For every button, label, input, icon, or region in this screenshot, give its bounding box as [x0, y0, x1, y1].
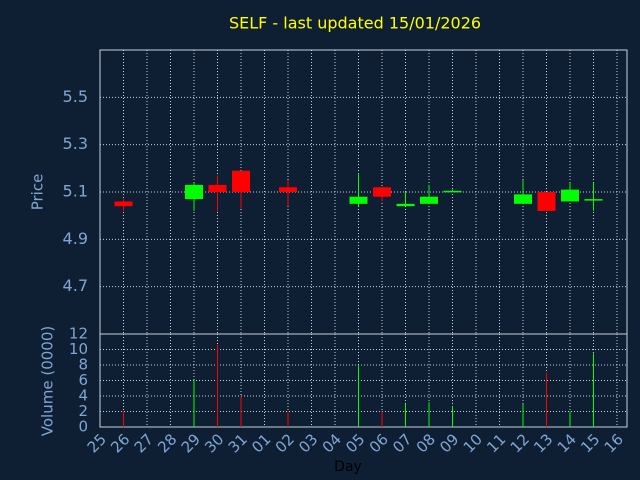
- x-tick-label: 29: [178, 430, 204, 456]
- candle-body: [396, 203, 415, 207]
- y-tick-label: 4: [78, 387, 88, 405]
- candle-body: [114, 201, 133, 207]
- x-axis-label: Day: [334, 459, 362, 475]
- x-tick-label: 08: [413, 430, 439, 456]
- y-tick-label: 4.9: [63, 229, 88, 248]
- x-tick-label: 30: [201, 430, 227, 456]
- x-tick-label: 04: [319, 430, 345, 456]
- y-tick-label: 2: [78, 402, 88, 420]
- x-tick-label: 06: [366, 430, 392, 456]
- candle-body: [420, 196, 438, 204]
- x-tick-label: 02: [272, 430, 298, 456]
- candle-body: [208, 184, 227, 192]
- x-tick-label: 05: [342, 430, 368, 456]
- x-tick-label: 15: [577, 430, 603, 456]
- x-tick-label: 10: [460, 430, 486, 456]
- x-tick-label: 03: [295, 430, 321, 456]
- x-tick-label: 26: [107, 430, 133, 456]
- x-tick-label: 11: [483, 430, 509, 456]
- candle-body: [279, 187, 297, 192]
- candle-body: [349, 196, 368, 204]
- candle-body: [373, 187, 391, 197]
- candle-body: [584, 199, 603, 201]
- y-tick-label: 4.7: [63, 276, 88, 295]
- y-tick-label: 5.5: [63, 87, 88, 106]
- candle-body: [537, 192, 556, 211]
- y-tick-label: 8: [78, 356, 88, 374]
- x-tick-label: 28: [154, 430, 180, 456]
- y-axis-label: Volume (0000): [39, 326, 57, 436]
- candle-body: [514, 194, 532, 204]
- x-tick-label: 12: [507, 430, 533, 456]
- y-tick-label: 6: [78, 371, 88, 389]
- y-tick-label: 5.1: [63, 182, 88, 201]
- candle-body: [185, 184, 203, 200]
- x-tick-label: 16: [601, 430, 627, 456]
- y-axis-label: Price: [29, 174, 47, 211]
- y-tick-label: 12: [69, 325, 88, 343]
- candle-body: [561, 189, 579, 202]
- x-tick-label: 13: [530, 430, 556, 456]
- candle-body: [443, 190, 462, 193]
- x-tick-label: 07: [389, 430, 415, 456]
- y-tick-label: 10: [69, 340, 88, 358]
- x-tick-label: 14: [554, 430, 580, 456]
- x-tick-label: 01: [248, 430, 274, 456]
- chart-title: SELF - last updated 15/01/2026: [229, 14, 481, 33]
- candle-body: [232, 170, 250, 192]
- x-tick-label: 09: [436, 430, 462, 456]
- x-tick-label: 27: [131, 430, 157, 456]
- y-tick-label: 5.3: [63, 134, 88, 153]
- x-tick-label: 31: [225, 430, 251, 456]
- y-tick-label: 0: [78, 418, 88, 436]
